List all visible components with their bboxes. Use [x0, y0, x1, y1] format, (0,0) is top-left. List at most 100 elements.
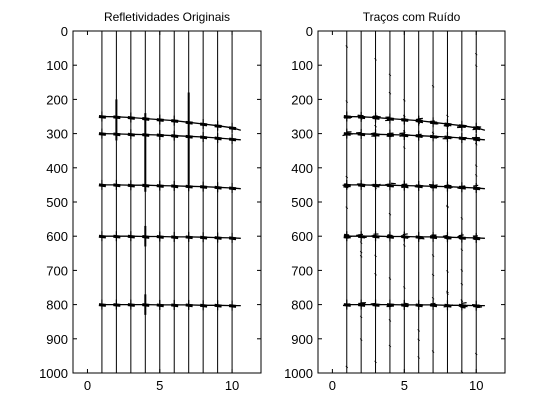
noise-mark — [443, 305, 449, 308]
noise-mark — [374, 58, 377, 61]
noise-mark — [446, 292, 449, 295]
noise-mark — [359, 117, 363, 121]
noise-mark — [417, 117, 423, 120]
noise-mark — [416, 133, 422, 136]
y-tick-label: 700 — [46, 263, 68, 278]
noise-mark — [446, 290, 449, 294]
noise-mark — [388, 344, 392, 348]
noise-mark — [374, 186, 377, 189]
noise-mark — [414, 185, 420, 188]
y-tick-label: 0 — [61, 24, 68, 39]
noise-mark — [460, 306, 466, 309]
noise-mark — [403, 146, 406, 149]
noise-mark — [460, 269, 464, 272]
noise-mark — [429, 120, 435, 123]
noise-mark — [402, 233, 408, 236]
noise-mark — [457, 187, 463, 190]
noise-mark — [446, 205, 449, 209]
noise-mark — [431, 297, 435, 300]
noise-mark — [417, 338, 420, 342]
noise-mark — [458, 234, 464, 237]
noise-mark — [345, 175, 349, 179]
noise-mark — [403, 305, 409, 308]
noise-mark — [476, 125, 482, 128]
y-tick-label: 900 — [291, 332, 313, 347]
panel-refletividades-originais: Refletividades Originais0100200300400500… — [39, 10, 262, 393]
noise-mark — [417, 356, 420, 359]
noise-mark — [460, 217, 464, 220]
noise-mark — [387, 304, 393, 307]
noise-mark — [459, 185, 465, 188]
noise-mark — [359, 241, 363, 244]
axes-box — [317, 30, 506, 374]
noise-mark — [474, 174, 478, 177]
noise-mark — [342, 184, 348, 186]
y-tick-label: 300 — [291, 127, 313, 142]
noise-mark — [442, 234, 449, 237]
noise-mark — [342, 134, 348, 137]
noise-mark — [346, 235, 353, 238]
y-tick-label: 500 — [291, 195, 313, 210]
noise-mark — [460, 370, 464, 373]
noise-mark — [387, 184, 393, 187]
noise-mark — [374, 360, 377, 364]
x-tick-label: 5 — [156, 378, 163, 393]
noise-mark — [431, 121, 437, 124]
noise-mark — [446, 114, 449, 118]
noise-mark — [359, 255, 363, 258]
noise-mark — [357, 133, 363, 136]
y-tick-label: 800 — [291, 298, 313, 313]
noise-mark — [460, 282, 464, 286]
noise-mark — [359, 338, 363, 341]
noise-mark — [431, 186, 437, 189]
noise-mark — [399, 134, 405, 137]
noise-mark — [474, 64, 478, 68]
y-tick-label: 300 — [46, 127, 68, 142]
noise-mark — [403, 186, 409, 189]
noise-mark — [474, 304, 480, 307]
y-tick-label: 400 — [46, 161, 68, 176]
noise-mark — [403, 99, 406, 102]
y-tick-label: 600 — [46, 229, 68, 244]
noise-mark — [431, 254, 435, 257]
noise-mark — [446, 204, 449, 208]
noise-mark — [359, 315, 363, 319]
noise-mark — [387, 235, 393, 238]
noise-mark — [460, 299, 464, 302]
chart-title: Refletividades Originais — [104, 10, 230, 24]
noise-mark — [403, 302, 409, 305]
noise-mark — [430, 303, 437, 306]
y-tick-label: 800 — [46, 298, 68, 313]
noise-mark — [417, 329, 420, 332]
noise-mark — [431, 273, 435, 277]
noise-mark — [342, 304, 349, 307]
noise-mark — [344, 116, 350, 119]
noise-mark — [370, 302, 376, 305]
noise-mark — [462, 305, 468, 308]
noise-mark — [374, 124, 377, 128]
noise-mark — [417, 121, 420, 124]
noise-mark — [474, 352, 478, 356]
noise-mark — [476, 306, 483, 309]
y-tick-label: 400 — [291, 161, 313, 176]
noise-mark — [474, 164, 478, 167]
noise-mark — [345, 206, 349, 209]
x-tick-label: 10 — [225, 378, 239, 393]
noise-mark — [372, 133, 379, 136]
noise-mark — [473, 184, 479, 187]
noise-mark — [457, 126, 463, 128]
noise-mark — [459, 237, 465, 240]
y-tick-label: 1000 — [284, 366, 313, 381]
noise-mark — [345, 100, 349, 103]
noise-mark — [461, 137, 467, 140]
noise-mark — [387, 234, 393, 237]
noise-mark — [344, 233, 350, 236]
noise-mark — [431, 85, 435, 88]
noise-mark — [356, 131, 362, 134]
y-tick-label: 900 — [46, 332, 68, 347]
y-tick-label: 500 — [46, 195, 68, 210]
y-tick-label: 100 — [291, 58, 313, 73]
noise-mark — [474, 142, 478, 146]
noise-mark — [404, 236, 410, 239]
